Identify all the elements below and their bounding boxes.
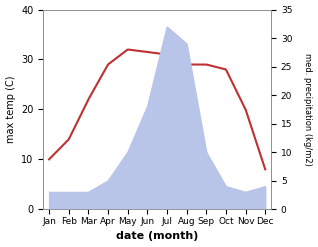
Y-axis label: max temp (C): max temp (C) [5,76,16,143]
X-axis label: date (month): date (month) [116,231,198,242]
Y-axis label: med. precipitation (kg/m2): med. precipitation (kg/m2) [303,53,313,166]
